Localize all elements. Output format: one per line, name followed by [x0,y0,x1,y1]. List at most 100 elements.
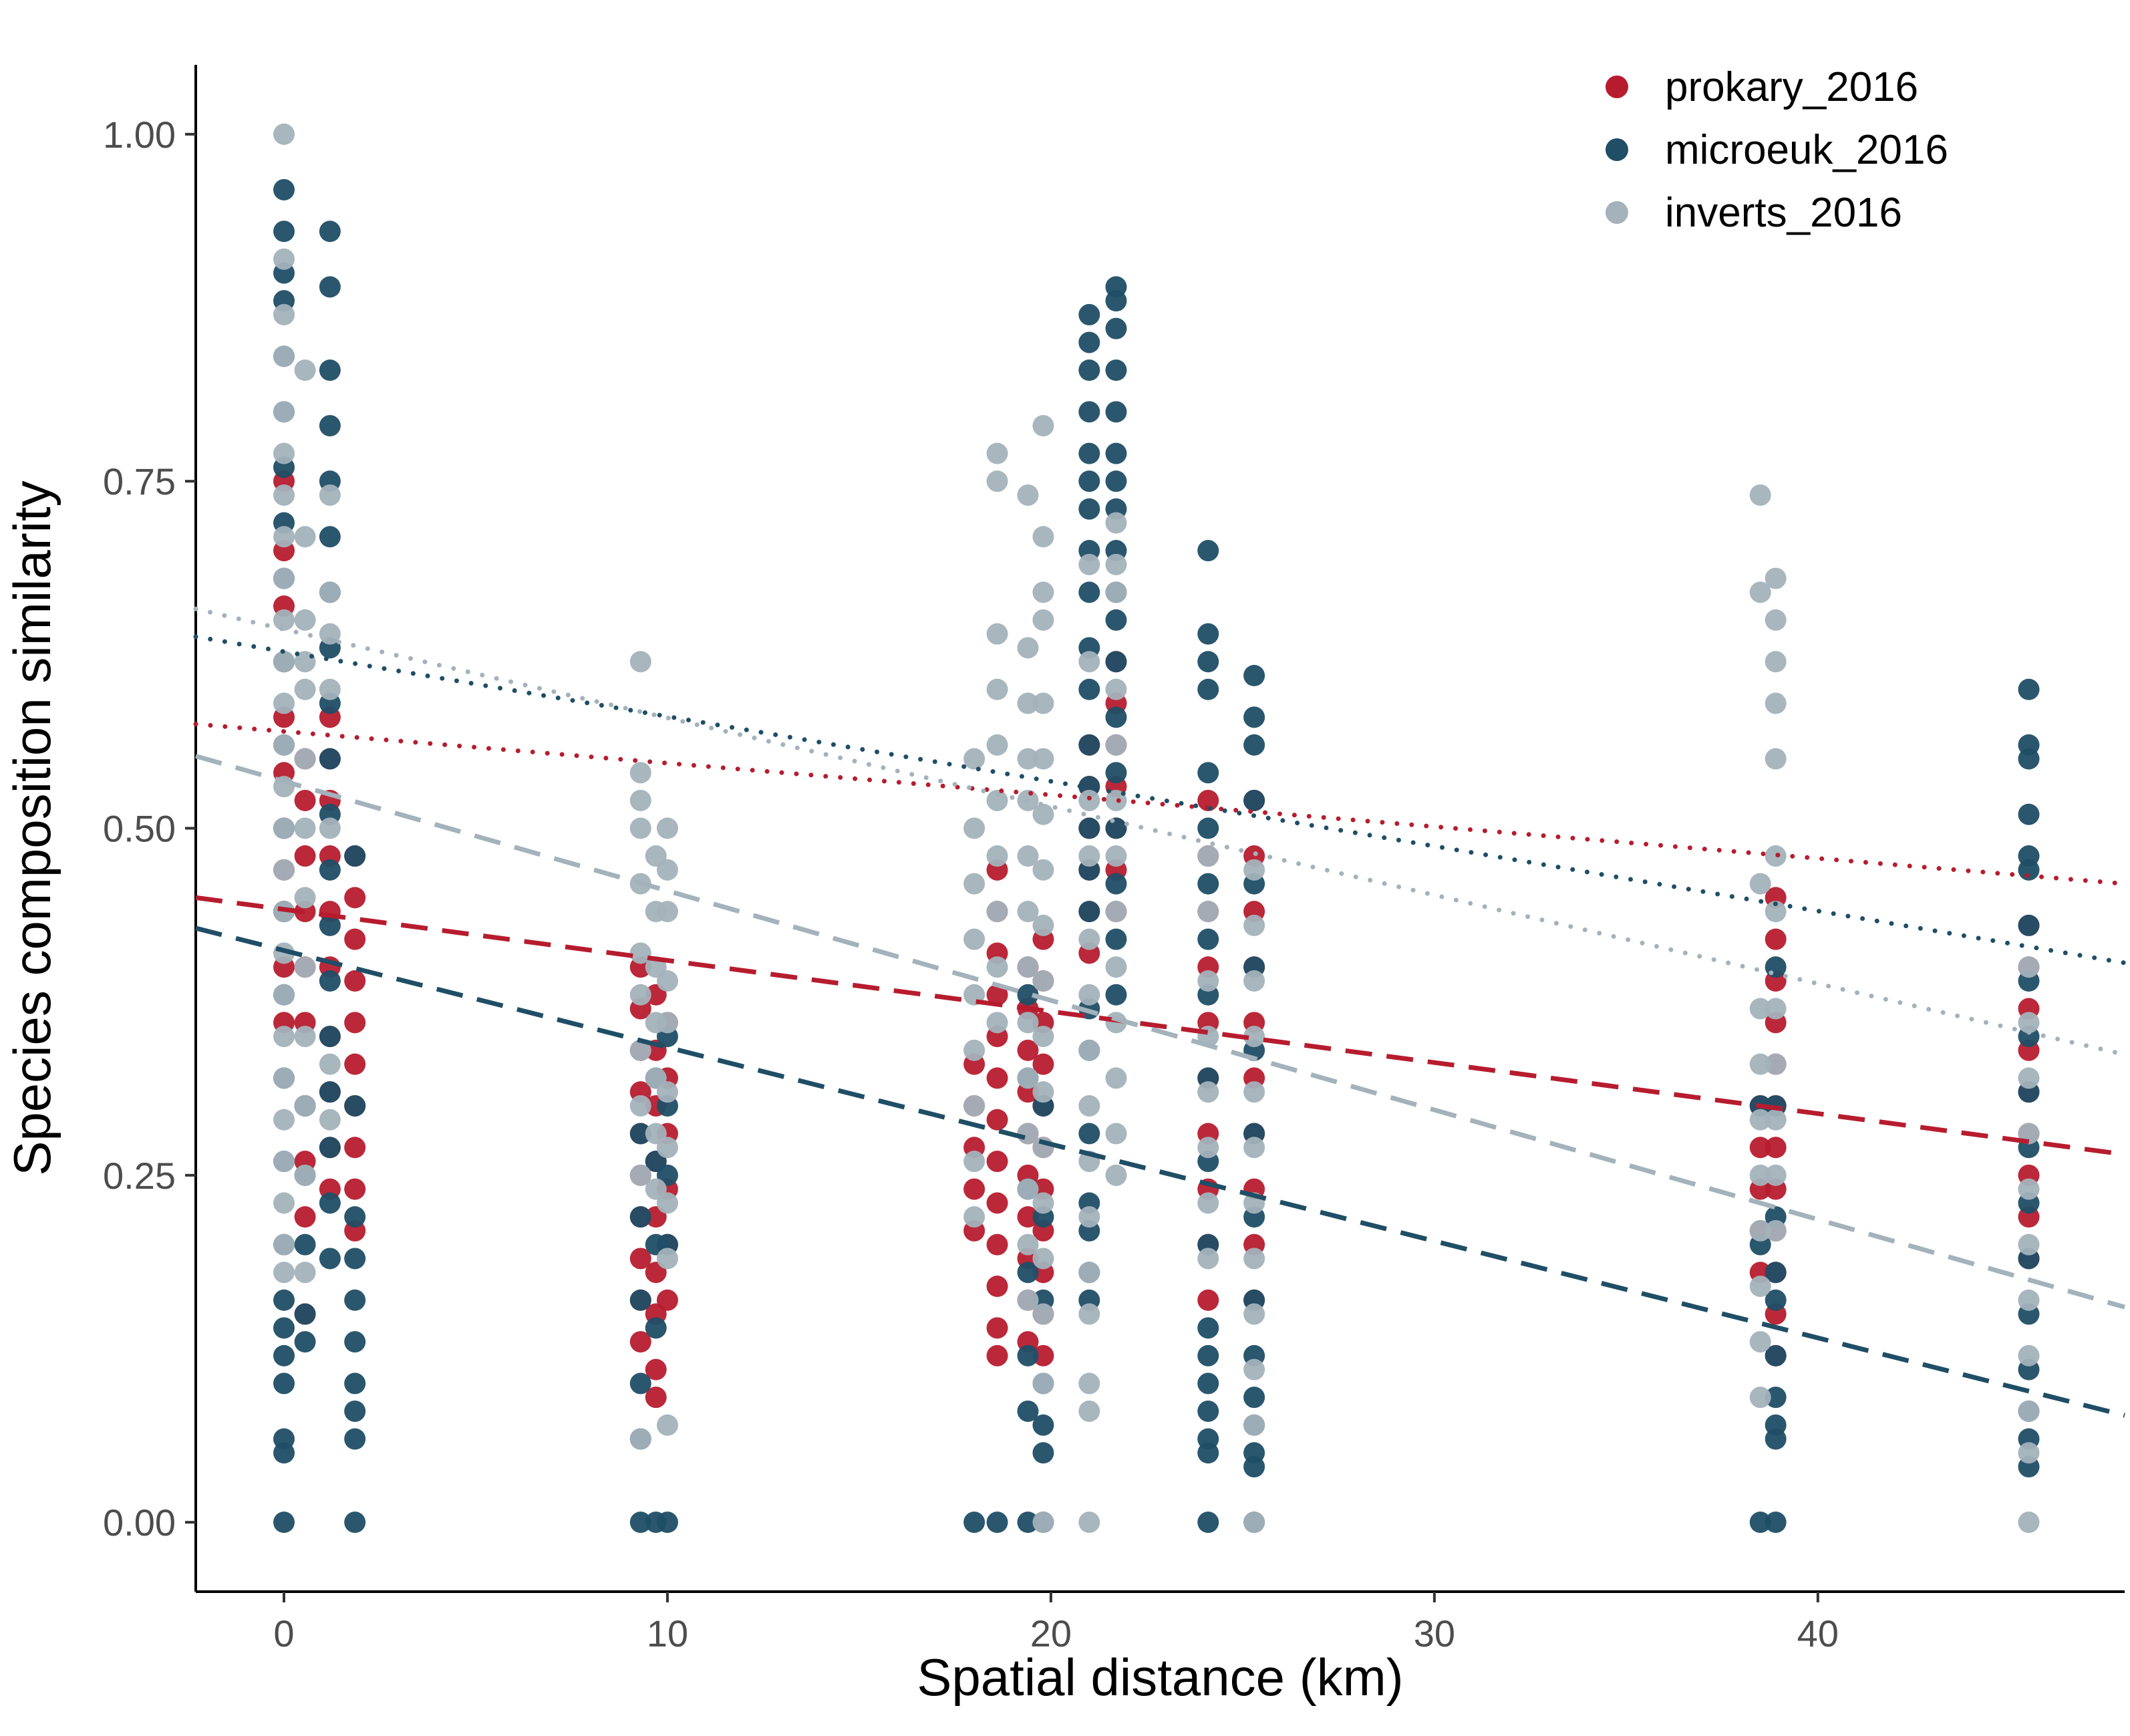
data-point [273,1026,295,1048]
data-point [1243,1387,1265,1409]
data-point [629,942,651,964]
data-point [1105,512,1127,534]
data-point [294,526,316,548]
data-point [2018,1067,2040,1089]
data-point [1197,1400,1219,1422]
data-point [344,1248,366,1270]
data-point [319,817,341,839]
data-point [1105,762,1127,784]
data-point [344,1331,366,1353]
trendline-dashed [195,895,2125,1157]
data-point [1765,1387,1787,1409]
data-point [1078,651,1100,673]
trendlines [193,606,2127,1418]
data-point [1017,1039,1039,1061]
data-point [344,1428,366,1450]
data-point [1078,1303,1100,1325]
data-point [1105,873,1127,895]
data-point [986,1511,1008,1534]
legend: prokary_2016 microeuk_2016 inverts_2016 [1606,64,1948,236]
data-point [1078,401,1100,423]
data-point [273,984,295,1006]
data-point [273,817,295,839]
data-point [645,1317,667,1339]
data-point [1105,678,1127,700]
data-point [1032,1344,1054,1366]
data-point [1017,637,1039,659]
data-point [294,1206,316,1228]
data-point [1243,1248,1265,1270]
data-point [319,221,341,243]
data-point [1197,1192,1219,1214]
data-point [2018,1442,2040,1464]
data-point [273,1317,295,1339]
data-point [1017,956,1039,978]
data-point [1078,1095,1100,1117]
data-point [319,526,341,548]
data-point [1105,928,1127,950]
data-point [1749,1219,1771,1242]
data-point [344,1095,366,1117]
data-point [1078,1039,1100,1061]
data-point [319,484,341,506]
data-point [1243,1414,1265,1436]
data-point [629,1164,651,1186]
data-point [1243,665,1265,686]
data-point [319,1137,341,1159]
data-point [1243,914,1265,936]
x-tick-label: 10 [647,1612,688,1654]
data-point [319,1192,341,1214]
data-point [2018,678,2040,700]
data-point [1105,442,1127,464]
data-point [1032,1081,1054,1103]
data-point [273,1109,295,1131]
data-point [1032,1511,1054,1534]
data-point [656,859,678,881]
legend-swatch [1606,76,1628,98]
data-point [1197,789,1219,811]
data-point [1105,706,1127,728]
data-point [656,1248,678,1270]
data-point [1078,734,1100,756]
series-inverts_2016 [273,123,2040,1534]
data-point [319,1026,341,1048]
data-point [1105,1164,1127,1186]
data-point [344,1511,366,1534]
data-point [294,1095,316,1117]
data-point [1765,1289,1787,1311]
data-point [1749,1387,1771,1409]
data-point [963,1151,985,1173]
data-point [2018,1511,2040,1534]
data-point [1078,789,1100,811]
data-point [1032,1192,1054,1214]
data-point [1197,928,1219,950]
data-point [1765,998,1787,1020]
data-point [1765,1109,1787,1131]
data-point [1017,984,1039,1006]
data-point [963,1039,985,1061]
data-point [1017,1067,1039,1089]
data-point [1105,984,1127,1006]
data-point [273,221,295,243]
data-point [1078,678,1100,700]
data-point [273,1372,295,1395]
data-point [2018,914,2040,936]
data-point [656,817,678,839]
data-point [319,859,341,881]
data-point [1017,1012,1039,1034]
data-point [1765,1511,1787,1534]
data-point [1032,1053,1054,1075]
data-point [1017,484,1039,506]
data-point [294,817,316,839]
data-point [645,1387,667,1409]
data-point [1032,609,1054,631]
data-point [273,1151,295,1173]
data-point [294,609,316,631]
data-point [1032,526,1054,548]
data-point [629,1372,651,1395]
data-point [344,845,366,867]
data-point [1078,845,1100,867]
data-point [1032,1026,1054,1048]
data-point [1017,748,1039,770]
data-point [629,1248,651,1270]
